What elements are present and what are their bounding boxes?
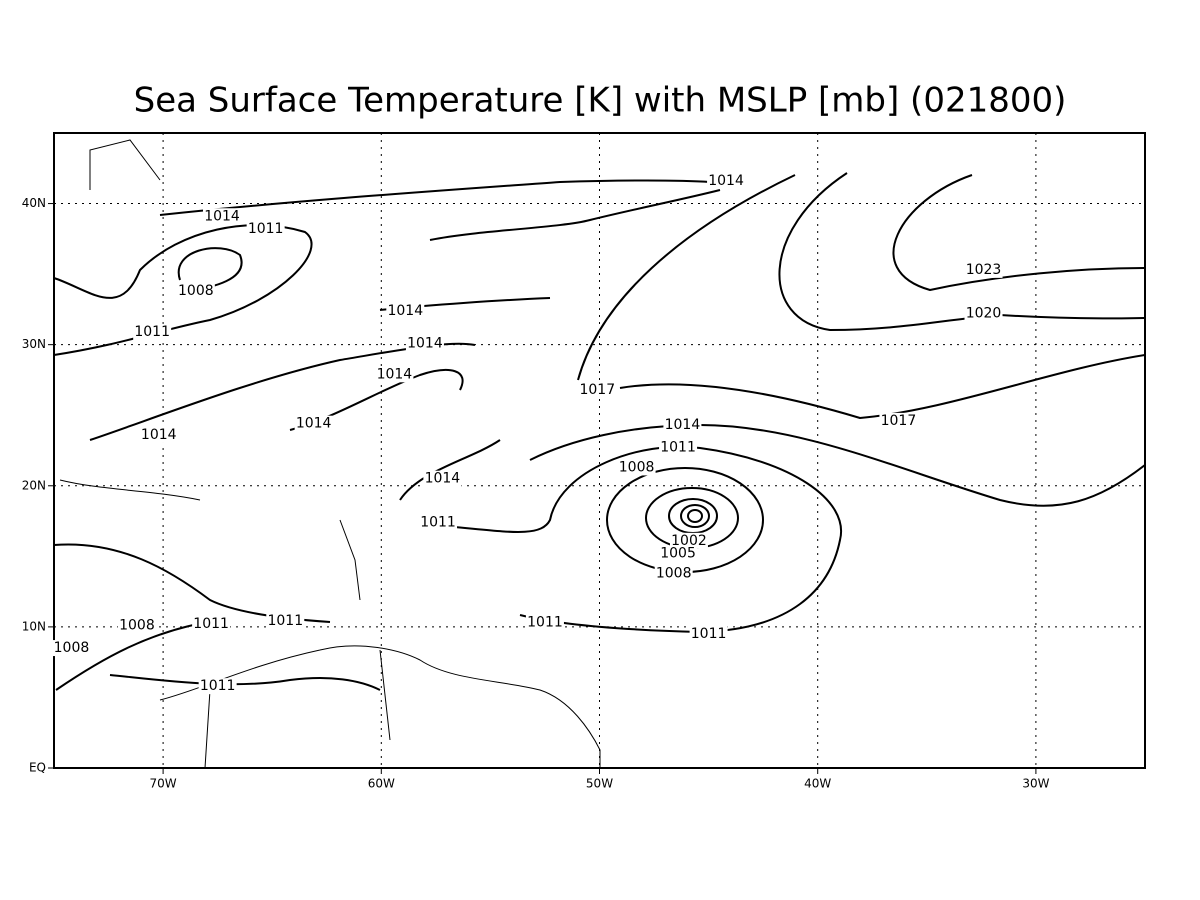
contour-label: 1008 [619, 459, 655, 475]
coastline [59, 139, 601, 769]
contour [778, 172, 1146, 332]
contour-label-bg [659, 439, 698, 456]
contour-label-bg [669, 532, 708, 549]
x-tick-label: 60W [368, 777, 395, 791]
contour-label: 1014 [387, 303, 423, 319]
contour [680, 504, 710, 528]
contour-label: 1014 [296, 416, 332, 432]
contour-label: 1008 [656, 565, 692, 581]
contour-label-bg [419, 514, 458, 531]
y-tick-label: 20N [22, 478, 46, 492]
contour-label-bg [198, 678, 237, 695]
contour-label-bg [617, 459, 656, 476]
contour-label: 1011 [660, 440, 696, 456]
x-tick-label: 70W [150, 777, 177, 791]
contour-label-bg [133, 323, 172, 340]
map-title: Sea Surface Temperature [K] with MSLP [m… [134, 81, 1067, 121]
contour-label: 1011 [248, 221, 284, 237]
contour-label-bg [879, 412, 918, 429]
contour-label: 1011 [134, 324, 170, 340]
contour-label-bg [52, 640, 91, 657]
contour-label-bg [266, 613, 305, 630]
contour-label-bg [964, 305, 1003, 322]
contour-label-bg [689, 625, 728, 642]
contour-label: 1014 [425, 471, 461, 487]
contour-label: 1008 [119, 617, 155, 633]
contour-label-bg [176, 283, 215, 300]
contour-label: 1017 [881, 413, 917, 429]
x-tick-label: 30W [1022, 777, 1049, 791]
contour [687, 509, 703, 523]
contour-label-bg [654, 565, 693, 582]
contour [429, 445, 843, 634]
contour-label: 1008 [178, 283, 214, 299]
contour-label-bg [964, 261, 1003, 278]
x-tick-label: 40W [804, 777, 831, 791]
contour-label-bg [663, 417, 702, 434]
contour [577, 174, 1146, 420]
contour-label: 1011 [267, 613, 303, 629]
contour-label-bg [246, 220, 285, 237]
contour-label: 1014 [204, 208, 240, 224]
contour-label: 1020 [966, 306, 1002, 322]
contour-label-bg [707, 172, 746, 189]
contour-label: 1002 [671, 533, 707, 549]
contour-label: 1011 [527, 615, 563, 631]
contour-label-bg [423, 470, 462, 487]
y-tick-label: 30N [22, 337, 46, 351]
contour [109, 674, 381, 691]
contour [529, 423, 1146, 507]
contour-label: 1011 [420, 514, 456, 530]
contour [892, 174, 1146, 292]
contour-label-bg [405, 335, 444, 352]
coastlines [59, 139, 601, 769]
grid [54, 133, 1145, 769]
contour-label: 1011 [691, 626, 727, 642]
contour-label-bg [294, 415, 333, 432]
contour-label-bg [139, 426, 178, 443]
y-tick-label: 40N [22, 196, 46, 210]
contour-label-bg [203, 208, 242, 225]
contour-label: 1014 [377, 366, 413, 382]
contour-label-bg [192, 616, 231, 633]
contour-label-bg [659, 545, 698, 562]
contour-label: 1011 [200, 678, 236, 694]
contour-label-bg [525, 614, 564, 631]
contour-label: 1014 [407, 335, 443, 351]
y-tick-label: EQ [29, 761, 46, 775]
contour-label: 1014 [708, 173, 744, 189]
contour-label: 1005 [660, 546, 696, 562]
contour-label: 1014 [141, 427, 177, 443]
contour-label: 1017 [579, 382, 615, 398]
contour-label-bg [578, 381, 617, 398]
contour-label: 1008 [54, 640, 90, 656]
contour-label: 1014 [665, 417, 701, 433]
x-tick-label: 50W [586, 777, 613, 791]
contour [159, 179, 711, 216]
contour-label: 1011 [193, 616, 229, 632]
contour-label-bg [375, 366, 414, 383]
contour-label-bg [386, 302, 425, 319]
contour-label: 1023 [966, 262, 1002, 278]
y-tick-label: 10N [22, 619, 46, 633]
contour-label-bg [117, 617, 156, 634]
